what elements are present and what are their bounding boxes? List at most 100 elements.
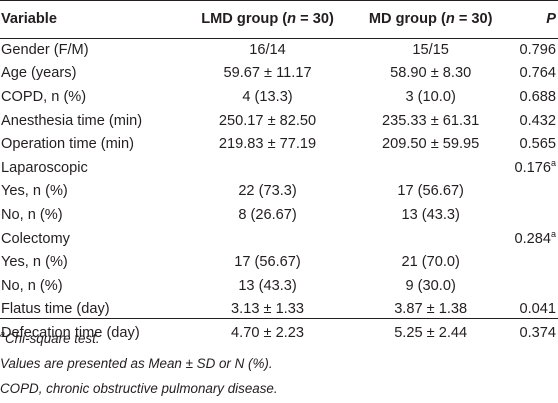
cell-md: 13 (43.3) bbox=[401, 206, 460, 223]
cell-p-value bbox=[508, 250, 558, 274]
cell-lmd: 17 (56.67) bbox=[234, 254, 301, 271]
p-value-text: 0.432 bbox=[519, 112, 556, 129]
cell-lmd: 250.17 ± 82.50 bbox=[218, 112, 317, 129]
cell-md bbox=[353, 156, 508, 180]
cell-p-value: 0.041 bbox=[508, 298, 558, 322]
table-row: Operation time (min) 219.83 ± 77.19 209.50… bbox=[0, 132, 558, 156]
cell-p-value: 0.284a bbox=[508, 227, 558, 251]
cell-lmd: 59.67 ± 11.17 bbox=[223, 65, 312, 82]
cell-variable: Anesthesia time (min) bbox=[1, 112, 143, 129]
cell-p-value: 0.176a bbox=[508, 156, 558, 180]
cell-p-value: 0.432 bbox=[508, 109, 558, 133]
table-row: No, n (%) 13 (43.3) 9 (30.0) bbox=[0, 274, 558, 298]
cell-variable: Defecation time (day) bbox=[1, 324, 140, 341]
footnote-chi-square: aChi-square test. bbox=[0, 326, 556, 351]
p-value-footnote-marker: a bbox=[550, 157, 556, 168]
table-header: Variable LMD group (n = 30) MD group (n … bbox=[0, 0, 558, 38]
table-row: Colectomy 0.284a bbox=[0, 227, 558, 251]
table-row: COPD, n (%) 4 (13.3) 3 (10.0) 0.688 bbox=[0, 85, 558, 109]
cell-p-value bbox=[508, 203, 558, 227]
p-value-text: 0.565 bbox=[519, 136, 556, 153]
p-value-text: 0.041 bbox=[519, 301, 556, 318]
cell-variable: Colectomy bbox=[1, 230, 70, 247]
header-md-group: MD group (n = 30) bbox=[353, 0, 508, 38]
footnote-chi-text: Chi-square test. bbox=[5, 331, 100, 346]
table-body: Gender (F/M) 16/14 15/15 0.796 Age (years) 59… bbox=[0, 38, 558, 345]
cell-md: 17 (56.67) bbox=[397, 183, 464, 200]
cell-md: 58.90 ± 8.30 bbox=[390, 65, 472, 82]
cell-lmd: 22 (73.3) bbox=[238, 183, 297, 200]
table-row: Laparoscopic 0.176a bbox=[0, 156, 558, 180]
header-md-rest: = 30) bbox=[454, 11, 493, 27]
header-lmd-group: LMD group (n = 30) bbox=[182, 0, 354, 38]
p-value-text: 0.764 bbox=[519, 65, 556, 82]
cell-md bbox=[353, 227, 508, 251]
cell-lmd: 13 (43.3) bbox=[238, 277, 297, 294]
p-value-text: 0.374 bbox=[519, 324, 556, 341]
table-row: Flatus time (day) 3.13 ± 1.33 3.87 ± 1.38 0… bbox=[0, 298, 558, 322]
cell-lmd: 16/14 bbox=[249, 41, 286, 58]
table-bottom-rule bbox=[0, 318, 558, 319]
header-bottom-rule bbox=[0, 38, 558, 39]
header-lmd-rest: = 30) bbox=[296, 11, 334, 27]
cell-variable: No, n (%) bbox=[1, 277, 63, 294]
cell-lmd bbox=[182, 227, 354, 251]
cell-lmd: 3.13 ± 1.33 bbox=[231, 301, 304, 318]
p-value-text: 0.688 bbox=[519, 88, 556, 105]
cell-md: 5.25 ± 2.44 bbox=[394, 324, 468, 341]
header-lmd-n: n bbox=[287, 11, 297, 27]
table-row: Gender (F/M) 16/14 15/15 0.796 bbox=[0, 38, 558, 62]
p-value-text: 0.176 bbox=[514, 159, 551, 176]
table-row: Age (years) 59.67 ± 11.17 58.90 ± 8.30 0.76… bbox=[0, 62, 558, 86]
cell-variable: Operation time (min) bbox=[1, 136, 135, 153]
cell-p-value bbox=[508, 274, 558, 298]
header-lmd-label: LMD group ( bbox=[201, 11, 288, 27]
table-row: Anesthesia time (min) 250.17 ± 82.50 235.3… bbox=[0, 109, 558, 133]
footnote-marker: a bbox=[0, 329, 6, 339]
cell-md: 3 (10.0) bbox=[405, 88, 456, 105]
cell-md: 209.50 ± 59.95 bbox=[382, 136, 480, 153]
cell-lmd: 8 (26.67) bbox=[238, 206, 297, 223]
cell-md: 21 (70.0) bbox=[401, 254, 460, 271]
table-row: No, n (%) 8 (26.67) 13 (43.3) bbox=[0, 203, 558, 227]
cell-variable: Age (years) bbox=[1, 65, 77, 82]
comparison-table: Variable LMD group (n = 30) MD group (n … bbox=[0, 0, 558, 345]
header-p-value: P bbox=[546, 11, 556, 27]
header-md-label: MD group ( bbox=[368, 11, 446, 27]
cell-md: 235.33 ± 61.31 bbox=[382, 112, 480, 129]
table-row: Yes, n (%) 17 (56.67) 21 (70.0) bbox=[0, 250, 558, 274]
cell-p-value: 0.688 bbox=[508, 85, 558, 109]
cell-lmd: 219.83 ± 77.19 bbox=[218, 136, 317, 153]
cell-variable: Flatus time (day) bbox=[1, 301, 110, 318]
p-value-text: 0.796 bbox=[519, 41, 556, 58]
cell-p-value: 0.565 bbox=[508, 132, 558, 156]
cell-lmd: 4.70 ± 2.23 bbox=[231, 324, 304, 341]
cell-p-value: 0.374 bbox=[508, 321, 558, 345]
header-row: Variable LMD group (n = 30) MD group (n … bbox=[0, 0, 558, 38]
cell-variable: Laparoscopic bbox=[1, 159, 88, 176]
cell-p-value: 0.764 bbox=[508, 62, 558, 86]
footnote-values: Values are presented as Mean ± SD or N (… bbox=[0, 356, 273, 371]
cell-variable: Yes, n (%) bbox=[1, 254, 68, 271]
footnote-copd: COPD, chronic obstructive pulmonary dise… bbox=[0, 381, 278, 396]
cell-p-value: 0.796 bbox=[508, 38, 558, 62]
cell-lmd: 4 (13.3) bbox=[242, 88, 293, 105]
p-value-text: 0.284 bbox=[514, 230, 551, 247]
table-footnotes: aChi-square test. Values are presented a… bbox=[0, 326, 556, 401]
cell-variable: Gender (F/M) bbox=[1, 41, 89, 58]
cell-md: 9 (30.0) bbox=[405, 277, 456, 294]
table-top-rule bbox=[0, 0, 558, 1]
cell-variable: Yes, n (%) bbox=[1, 183, 68, 200]
cell-variable: COPD, n (%) bbox=[1, 88, 87, 105]
cell-variable: No, n (%) bbox=[1, 206, 63, 223]
cell-lmd bbox=[182, 156, 354, 180]
p-value-footnote-marker: a bbox=[550, 228, 556, 239]
header-md-n: n bbox=[445, 11, 455, 27]
table-row: Yes, n (%) 22 (73.3) 17 (56.67) bbox=[0, 180, 558, 204]
cell-md: 3.87 ± 1.38 bbox=[394, 301, 468, 318]
table-row: Defecation time (day) 4.70 ± 2.23 5.25 ± 2… bbox=[0, 321, 558, 345]
cell-md: 15/15 bbox=[412, 41, 449, 58]
cell-p-value bbox=[508, 180, 558, 204]
header-variable: Variable bbox=[1, 11, 57, 27]
